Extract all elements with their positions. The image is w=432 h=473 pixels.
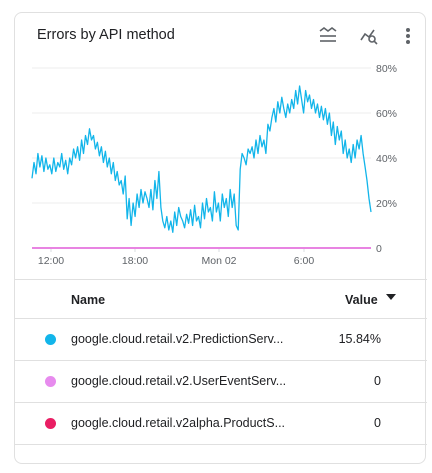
more-vert-icon: [406, 28, 410, 44]
table-row[interactable]: google.cloud.retail.v2.PredictionServ...…: [15, 319, 427, 361]
y-tick-label: 40%: [376, 153, 397, 165]
x-tick-label: 6:00: [294, 255, 315, 267]
errors-by-api-method-card: Errors by API method 0 20% 40% 60% 80% 12:00 1…: [14, 12, 427, 464]
column-header-name: Name: [71, 293, 106, 307]
sort-descending-icon[interactable]: [386, 294, 396, 300]
table-header: Name Value: [15, 279, 427, 319]
series-color-dot: [45, 334, 56, 345]
series-color-dot: [45, 376, 56, 387]
series-line-0: [31, 85, 372, 233]
table-row[interactable]: google.cloud.retail.v2.UserEventServ... …: [15, 361, 427, 403]
table-row[interactable]: google.cloud.retail.v2alpha.ProductS... …: [15, 403, 427, 445]
card-title: Errors by API method: [37, 27, 175, 43]
x-tick-label: 18:00: [122, 255, 148, 267]
line-chart: 0 20% 40% 60% 80% 12:00 18:00 Mon 02 6:00: [15, 13, 427, 283]
x-tick-label: Mon 02: [201, 255, 236, 267]
explore-chart-button[interactable]: [356, 23, 382, 49]
x-tick-label: 12:00: [38, 255, 64, 267]
series-color-dot: [45, 418, 56, 429]
series-name: google.cloud.retail.v2alpha.ProductS...: [71, 416, 286, 430]
series-value: 0: [374, 374, 381, 388]
series-name: google.cloud.retail.v2.UserEventServ...: [71, 374, 287, 388]
legend-toggle-icon: [319, 27, 337, 42]
more-options-button[interactable]: [395, 23, 421, 49]
line-chart-svg: 0 20% 40% 60% 80% 12:00 18:00 Mon 02 6:00: [31, 63, 397, 267]
y-tick-label: 20%: [376, 198, 397, 210]
explore-chart-icon: [360, 29, 378, 45]
y-tick-label: 80%: [376, 63, 397, 75]
series-name: google.cloud.retail.v2.PredictionServ...: [71, 332, 284, 346]
y-tick-label: 0: [376, 243, 382, 255]
series-value: 0: [374, 416, 381, 430]
series-value: 15.84%: [338, 332, 381, 346]
column-header-value[interactable]: Value: [345, 293, 378, 307]
legend-toggle-button[interactable]: [315, 23, 341, 49]
y-tick-label: 60%: [376, 108, 397, 120]
